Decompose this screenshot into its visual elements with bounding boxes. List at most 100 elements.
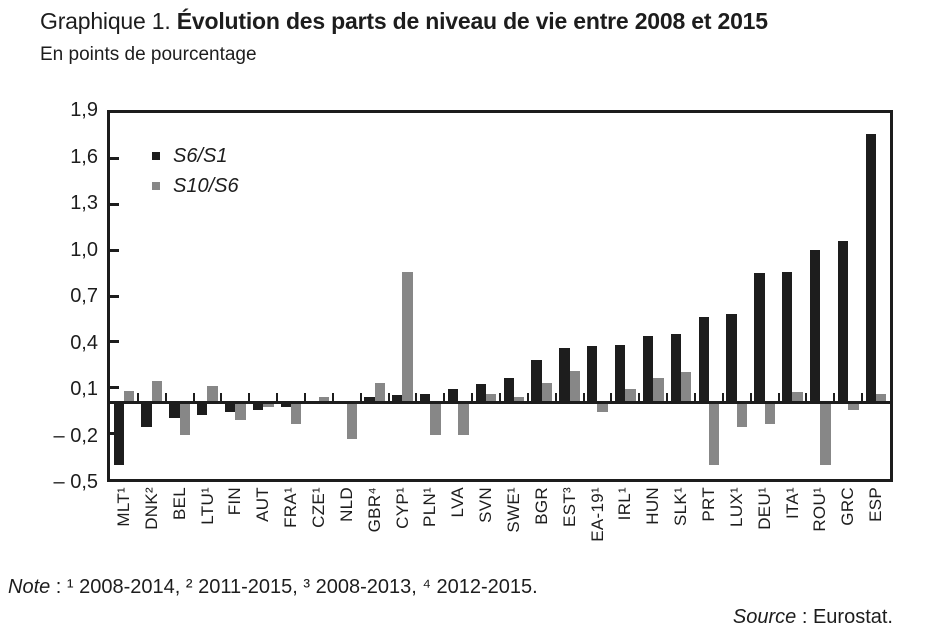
- x-axis-tick: [554, 392, 557, 403]
- x-label-cell: EST³: [556, 487, 584, 567]
- x-axis-tick: [248, 392, 251, 403]
- x-tick-label: ITA¹: [782, 487, 802, 520]
- bar-s6s1-BGR: [531, 360, 542, 403]
- x-label-cell: DEU¹: [751, 487, 779, 567]
- x-tick-label: LTU¹: [197, 487, 217, 525]
- bar-s10s6-PLN¹: [430, 402, 441, 435]
- x-label-cell: GRC: [834, 487, 862, 567]
- bar-group: [416, 113, 444, 479]
- bar-s6s1-ITA¹: [782, 271, 793, 403]
- x-tick-label: DEU¹: [754, 487, 774, 530]
- bar-s10s6-ITA¹: [792, 392, 803, 403]
- source-line: Source : Eurostat.: [733, 606, 893, 629]
- x-label-cell: ITA¹: [779, 487, 807, 567]
- x-tick-label: NLD: [336, 487, 356, 522]
- bar-s10s6-MLT¹: [123, 390, 135, 403]
- y-tick-label: 1,0: [70, 238, 98, 261]
- y-axis-tick: [110, 431, 119, 435]
- chart-title-prefix: Graphique 1.: [40, 8, 177, 34]
- bar-s6s1-DNK²: [141, 402, 152, 428]
- x-label-cell: LTU¹: [194, 487, 222, 567]
- x-label-cell: FRA¹: [277, 487, 305, 567]
- x-label-cell: IRL¹: [611, 487, 639, 567]
- chart-title-main: Évolution des parts de niveau de vie ent…: [176, 8, 768, 34]
- bar-s6s1-FRA¹: [280, 402, 292, 408]
- legend-item-s10s6: S10/S6: [152, 173, 239, 199]
- x-axis-tick: [666, 392, 669, 403]
- bar-group: [361, 113, 389, 479]
- bar-s10s6-ROU¹: [820, 402, 831, 466]
- x-axis-tick: [833, 392, 836, 403]
- bar-s6s1-ESP: [865, 134, 877, 403]
- x-axis-tick: [471, 392, 474, 403]
- bar-group: [277, 113, 305, 479]
- x-label-cell: CYP¹: [389, 487, 417, 567]
- x-tick-label: ROU¹: [810, 487, 830, 532]
- x-tick-label: EA-19¹: [587, 487, 607, 542]
- zero-axis-line: [110, 401, 890, 405]
- footnote-text: : ¹ 2008-2014, ² 2011-2015, ³ 2008-2013,…: [50, 576, 538, 598]
- x-tick-label: SLK¹: [671, 487, 691, 526]
- bar-group: [444, 113, 472, 479]
- x-tick-label: LVA: [448, 487, 468, 518]
- bar-group: [166, 113, 194, 479]
- x-label-cell: HUN: [639, 487, 667, 567]
- x-label-cell: SWE¹: [500, 487, 528, 567]
- bar-s6s1-DEU¹: [754, 273, 765, 403]
- bar-s10s6-AUT: [263, 402, 274, 408]
- bar-group: [194, 113, 222, 479]
- y-tick-label: 0,4: [70, 331, 98, 354]
- x-tick-label: DNK²: [141, 487, 161, 530]
- x-axis-tick: [415, 392, 418, 403]
- bar-s10s6-NLD: [346, 402, 358, 440]
- x-label-cell: SVN: [472, 487, 500, 567]
- bar-s6s1-LTU¹: [197, 402, 208, 415]
- bar-s10s6-LVA: [458, 402, 469, 435]
- x-axis-tick: [721, 392, 724, 403]
- x-axis-tick: [443, 392, 446, 403]
- chart-title: Graphique 1. Évolution des parts de nive…: [40, 8, 768, 35]
- x-axis-tick: [164, 392, 167, 403]
- x-axis-tick: [220, 392, 223, 403]
- bar-group: [611, 113, 639, 479]
- bar-s6s1-EA-19¹: [587, 346, 598, 403]
- bar-group: [862, 113, 890, 479]
- bar-s10s6-GRC: [848, 402, 859, 411]
- y-axis-tick: [110, 203, 119, 206]
- bar-s6s1-LUX¹: [726, 314, 737, 403]
- bar-group: [472, 113, 500, 479]
- x-tick-label: FRA¹: [281, 487, 301, 528]
- bar-group: [667, 113, 695, 479]
- x-label-cell: MLT¹: [110, 487, 138, 567]
- x-label-cell: PRT: [695, 487, 723, 567]
- x-axis-tick: [526, 392, 529, 403]
- y-tick-label: – 0,2: [53, 424, 98, 447]
- x-label-cell: FIN: [221, 487, 249, 567]
- bar-s6s1-SWE¹: [503, 378, 514, 403]
- y-tick-label: 1,3: [70, 192, 98, 214]
- x-label-cell: AUT: [249, 487, 277, 567]
- bar-s10s6-EA-19¹: [597, 402, 608, 412]
- x-tick-label: MLT¹: [114, 487, 133, 527]
- bar-s10s6-DNK²: [151, 381, 163, 403]
- x-tick-label: EST³: [559, 487, 579, 527]
- bar-group: [249, 113, 277, 479]
- x-label-cell: PLN¹: [416, 487, 444, 567]
- y-axis-tick: [110, 294, 119, 298]
- x-axis-tick: [749, 392, 752, 403]
- bar-s10s6-SVN: [486, 393, 497, 403]
- bar-group: [584, 113, 612, 479]
- plot-area: S6/S1 S10/S6: [107, 110, 893, 482]
- y-axis-tick: [110, 248, 119, 252]
- bar-s6s1-AUT: [252, 402, 264, 411]
- x-axis-tick: [610, 392, 613, 403]
- x-label-cell: ESP: [862, 487, 890, 567]
- bar-group: [528, 113, 556, 479]
- legend: S6/S1 S10/S6: [152, 143, 239, 203]
- bar-s10s6-SLK¹: [681, 372, 692, 403]
- x-tick-label: FIN: [225, 487, 245, 516]
- x-axis-tick: [499, 392, 501, 403]
- bar-s6s1-HUN: [642, 335, 654, 403]
- bar-s10s6-HUN: [653, 378, 664, 403]
